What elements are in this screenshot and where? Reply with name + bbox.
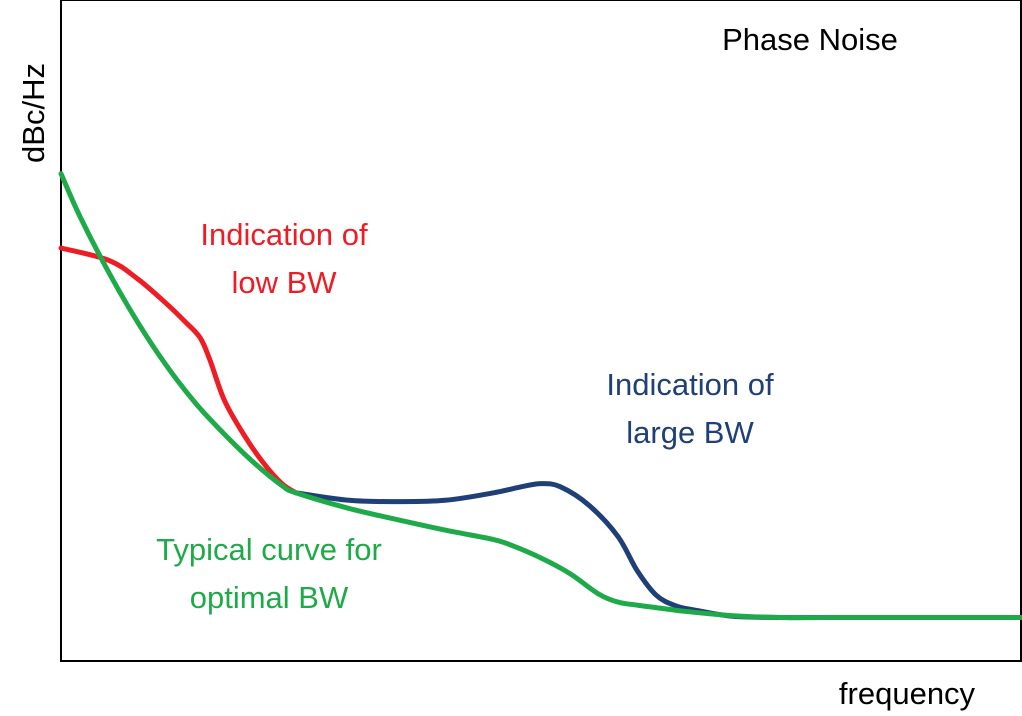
annotation-low-bw-line-2: low BW <box>231 265 337 300</box>
annotation-low-bw-line-1: Indication of <box>200 217 368 252</box>
plot-frame <box>60 0 1022 662</box>
annotation-large-bw-line-2: large BW <box>626 415 754 450</box>
series-large-bw-line <box>293 481 1022 621</box>
annotation-optimal-bw-line-2: optimal BW <box>190 580 349 615</box>
curves-layer <box>58 171 1022 621</box>
series-low-bw-line <box>58 245 299 496</box>
annotation-optimal-bw: Typical curve for optimal BW <box>156 532 382 615</box>
y-axis-label: dBc/Hz <box>16 63 51 163</box>
series-optimal-bw-line <box>58 171 1022 621</box>
annotation-large-bw: Indication of large BW <box>606 367 774 450</box>
chart-title: Phase Noise <box>722 22 898 57</box>
annotation-large-bw-line-1: Indication of <box>606 367 774 402</box>
x-axis-label: frequency <box>839 676 976 711</box>
annotation-optimal-bw-line-1: Typical curve for <box>156 532 382 567</box>
annotation-low-bw: Indication of low BW <box>200 217 368 300</box>
